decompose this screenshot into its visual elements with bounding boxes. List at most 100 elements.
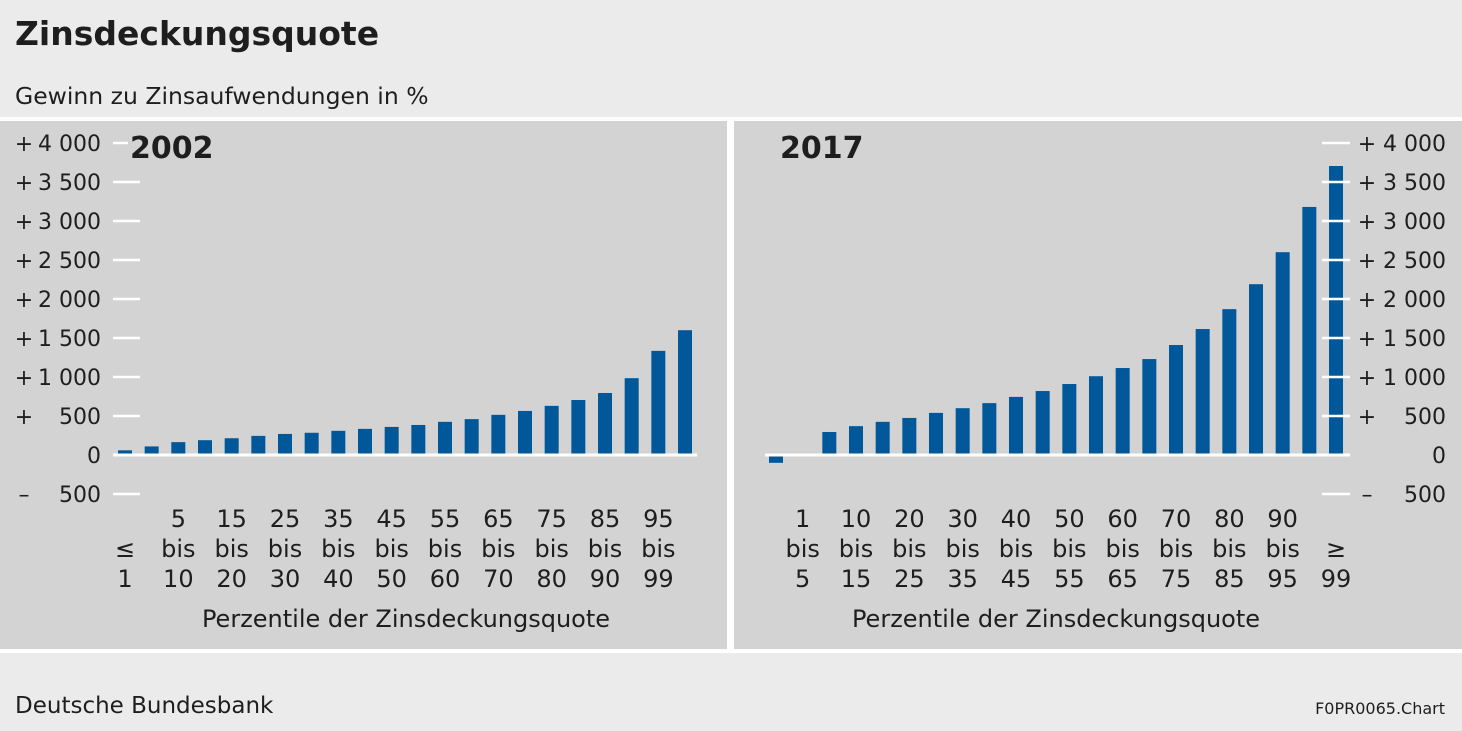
bar [1302, 206, 1317, 455]
x-tick-label: 75 [536, 505, 567, 533]
y-tick-sign: + [15, 210, 33, 235]
y-tick-label: 500 [1404, 405, 1446, 430]
bar [224, 438, 239, 455]
y-tick-sign: + [1358, 288, 1376, 313]
x-tick-label: 45 [1001, 565, 1032, 593]
x-tick-label: 90 [590, 565, 621, 593]
y-tick-sign: + [1358, 366, 1376, 391]
x-tick-label: 5 [795, 565, 810, 593]
y-tick-sign: + [15, 132, 33, 157]
x-tick-label: ≤ [115, 535, 135, 563]
y-tick-sign: + [1358, 171, 1376, 196]
y-tick-sign: + [15, 405, 33, 430]
x-tick-label: bis [1159, 535, 1193, 563]
y-tick-label: 0 [1432, 444, 1446, 469]
bar [438, 421, 452, 455]
x-tick-label: bis [321, 535, 355, 563]
chart-title: Zinsdeckungsquote [15, 14, 379, 53]
y-tick-sign: + [1358, 249, 1376, 274]
x-tick-label: 35 [323, 505, 354, 533]
x-tick-label: 30 [947, 505, 978, 533]
chart-panel-2002: +4 000+ 3 500+ 3 000+ 2 500+ 2 000+ 1 500+ 1 0… [15, 131, 697, 633]
x-tick-label: 45 [376, 505, 407, 533]
source-label: Deutsche Bundesbank [15, 693, 274, 719]
bar [1009, 396, 1023, 455]
y-tick-label: 3 000 [38, 210, 101, 235]
bar [929, 412, 943, 455]
x-tick-label: 5 [171, 505, 186, 533]
y-tick-label: 1 500 [1383, 327, 1446, 352]
bar [251, 435, 266, 455]
y-tick-label: 3 000 [1383, 210, 1446, 235]
chart-year-label: 2002 [130, 131, 214, 166]
chart-panel-2017: +4 000+ 3 500+ 3 000+ 2 500+ 2 000+ 1 500+ 1 0… [765, 131, 1446, 633]
bar [411, 424, 426, 455]
y-tick-sign: + [15, 288, 33, 313]
x-tick-label: 90 [1267, 505, 1298, 533]
year-label-backdrop [128, 131, 212, 164]
x-tick-label: 75 [1161, 565, 1192, 593]
x-tick-label: 70 [483, 565, 514, 593]
y-tick-label: 1 000 [1383, 366, 1446, 391]
bar [198, 440, 212, 455]
y-tick-sign: + [1358, 405, 1376, 430]
chart-id-label: F0PR0065.Chart [1315, 699, 1445, 718]
y-tick-label: 1 000 [38, 366, 101, 391]
bar [769, 455, 783, 463]
y-tick-sign: + [15, 327, 33, 352]
x-axis-title: Perzentile der Zinsdeckungsquote [852, 605, 1260, 633]
x-tick-label: 20 [894, 505, 925, 533]
x-tick-label: 99 [1321, 565, 1352, 593]
y-tick-label: 2 500 [1383, 249, 1446, 274]
bar [571, 400, 586, 455]
bar [902, 417, 917, 455]
bar [822, 431, 837, 455]
bar [1142, 359, 1157, 455]
y-tick-sign: – [1362, 483, 1373, 508]
bar [955, 408, 970, 455]
y-tick-sign: + [1358, 210, 1376, 235]
x-tick-label: bis [161, 535, 195, 563]
x-tick-label: bis [534, 535, 568, 563]
x-tick-label: 70 [1161, 505, 1192, 533]
x-tick-label: 50 [1054, 505, 1085, 533]
x-tick-label: bis [892, 535, 926, 563]
y-tick-label: 4 000 [38, 132, 101, 157]
bar [598, 392, 613, 455]
x-tick-label: 35 [947, 565, 978, 593]
bar [1195, 329, 1210, 455]
x-tick-label: bis [1052, 535, 1086, 563]
bar [651, 350, 666, 455]
bar [491, 414, 506, 455]
y-tick-label: 3 500 [38, 171, 101, 196]
x-tick-label: 15 [216, 505, 247, 533]
plot-area-2002: +4 000+ 3 500+ 3 000+ 2 500+ 2 000+ 1 500+ 1 0… [15, 132, 697, 593]
x-tick-label: ≥ [1326, 535, 1346, 563]
y-tick-label: 1 500 [38, 327, 101, 352]
bar [1222, 309, 1237, 455]
bar [1089, 376, 1103, 455]
footer-background [0, 653, 1462, 731]
x-tick-label: bis [1105, 535, 1139, 563]
x-tick-label: bis [588, 535, 622, 563]
bar [518, 410, 532, 455]
bar [678, 330, 693, 455]
x-tick-label: bis [374, 535, 408, 563]
x-tick-label: bis [641, 535, 675, 563]
panel-background-left [0, 121, 727, 649]
x-tick-label: bis [1212, 535, 1246, 563]
x-tick-label: 10 [841, 505, 872, 533]
x-tick-label: bis [945, 535, 979, 563]
bar [384, 426, 399, 455]
y-tick-sign: – [19, 483, 30, 508]
x-tick-label: 65 [483, 505, 514, 533]
x-tick-label: 85 [590, 505, 621, 533]
x-tick-label: 1 [117, 565, 132, 593]
y-tick-label: 500 [1404, 483, 1446, 508]
bar [875, 421, 890, 455]
x-tick-label: 95 [643, 505, 674, 533]
x-tick-label: 65 [1107, 565, 1138, 593]
y-tick-label: 4 000 [1383, 132, 1446, 157]
bar [982, 403, 997, 455]
bar [331, 430, 346, 455]
